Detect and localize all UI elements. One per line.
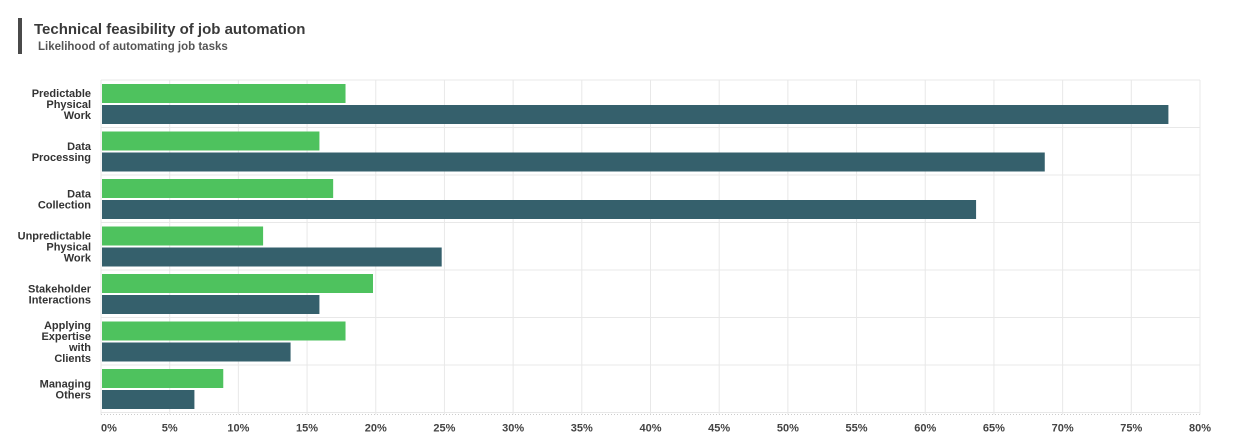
category-label-line: Predictable [32,88,91,100]
chart-subtitle: Likelihood of automating job tasks [38,41,228,53]
x-axis-ticks: 0% 5% 10% 15% 20% 25% 30% 35% 40% 45% 50% 55% 60% 65%… [101,423,1211,435]
category-label-line: Managing [40,378,91,390]
category-label-line: Unpredictable [18,230,91,242]
x-tick-label: 40% [639,423,661,435]
x-tick-label: 30% [502,423,524,435]
bar [102,105,1169,124]
bars-layer [102,84,1169,409]
bar [102,179,334,198]
chart-header: Technical feasibility of job automation … [18,18,305,54]
category-label: Unpredictable Physical Work [18,230,92,264]
x-tick-label: 45% [708,423,730,435]
bar [102,369,224,388]
category-label-line: Collection [38,199,91,211]
chart-title: Technical feasibility of job automation [34,21,306,38]
x-tick-label: 5% [162,423,178,435]
category-label-line: with [68,342,91,354]
x-tick-label: 0% [101,423,117,435]
bar [102,247,442,267]
x-tick-label: 25% [433,423,455,435]
x-tick-label: 15% [296,423,318,435]
category-label-line: Others [56,389,91,401]
category-label: Applying Expertise with Clients [41,320,91,365]
category-label: Predictable Physical Work [32,88,92,122]
bar [102,152,1045,172]
x-tick-label: 55% [846,423,868,435]
category-label-line: Clients [54,353,91,365]
category-label-line: Interactions [29,294,91,306]
bar [102,226,264,246]
category-label-line: Data [67,188,92,200]
bar [102,131,320,151]
bar [102,342,291,362]
category-label: Data Collection [38,188,92,211]
category-label: Data Processing [32,141,92,164]
category-label-line: Expertise [41,331,91,343]
category-label-line: Work [64,110,92,122]
x-tick-label: 10% [227,423,249,435]
category-label-line: Stakeholder [28,283,92,295]
x-tick-label: 65% [983,423,1005,435]
bar [102,200,977,219]
category-label-line: Processing [32,152,91,164]
category-label-line: Physical [46,241,91,253]
category-label-line: Data [67,141,92,153]
category-label-line: Physical [46,99,91,111]
category-label: Managing Others [40,378,91,401]
bar [102,390,195,409]
bar [102,295,320,314]
category-label: Stakeholder Interactions [28,283,92,306]
category-label-line: Work [64,252,92,264]
x-tick-label: 80% [1189,423,1211,435]
x-tick-label: 50% [777,423,799,435]
bar [102,84,346,103]
x-tick-label: 20% [365,423,387,435]
category-label-line: Applying [44,320,91,332]
grid-layer [100,79,1201,415]
x-tick-label: 35% [571,423,593,435]
bar [102,321,346,341]
x-tick-label: 70% [1052,423,1074,435]
bar [102,274,374,293]
x-tick-label: 75% [1120,423,1142,435]
x-tick-label: 60% [914,423,936,435]
